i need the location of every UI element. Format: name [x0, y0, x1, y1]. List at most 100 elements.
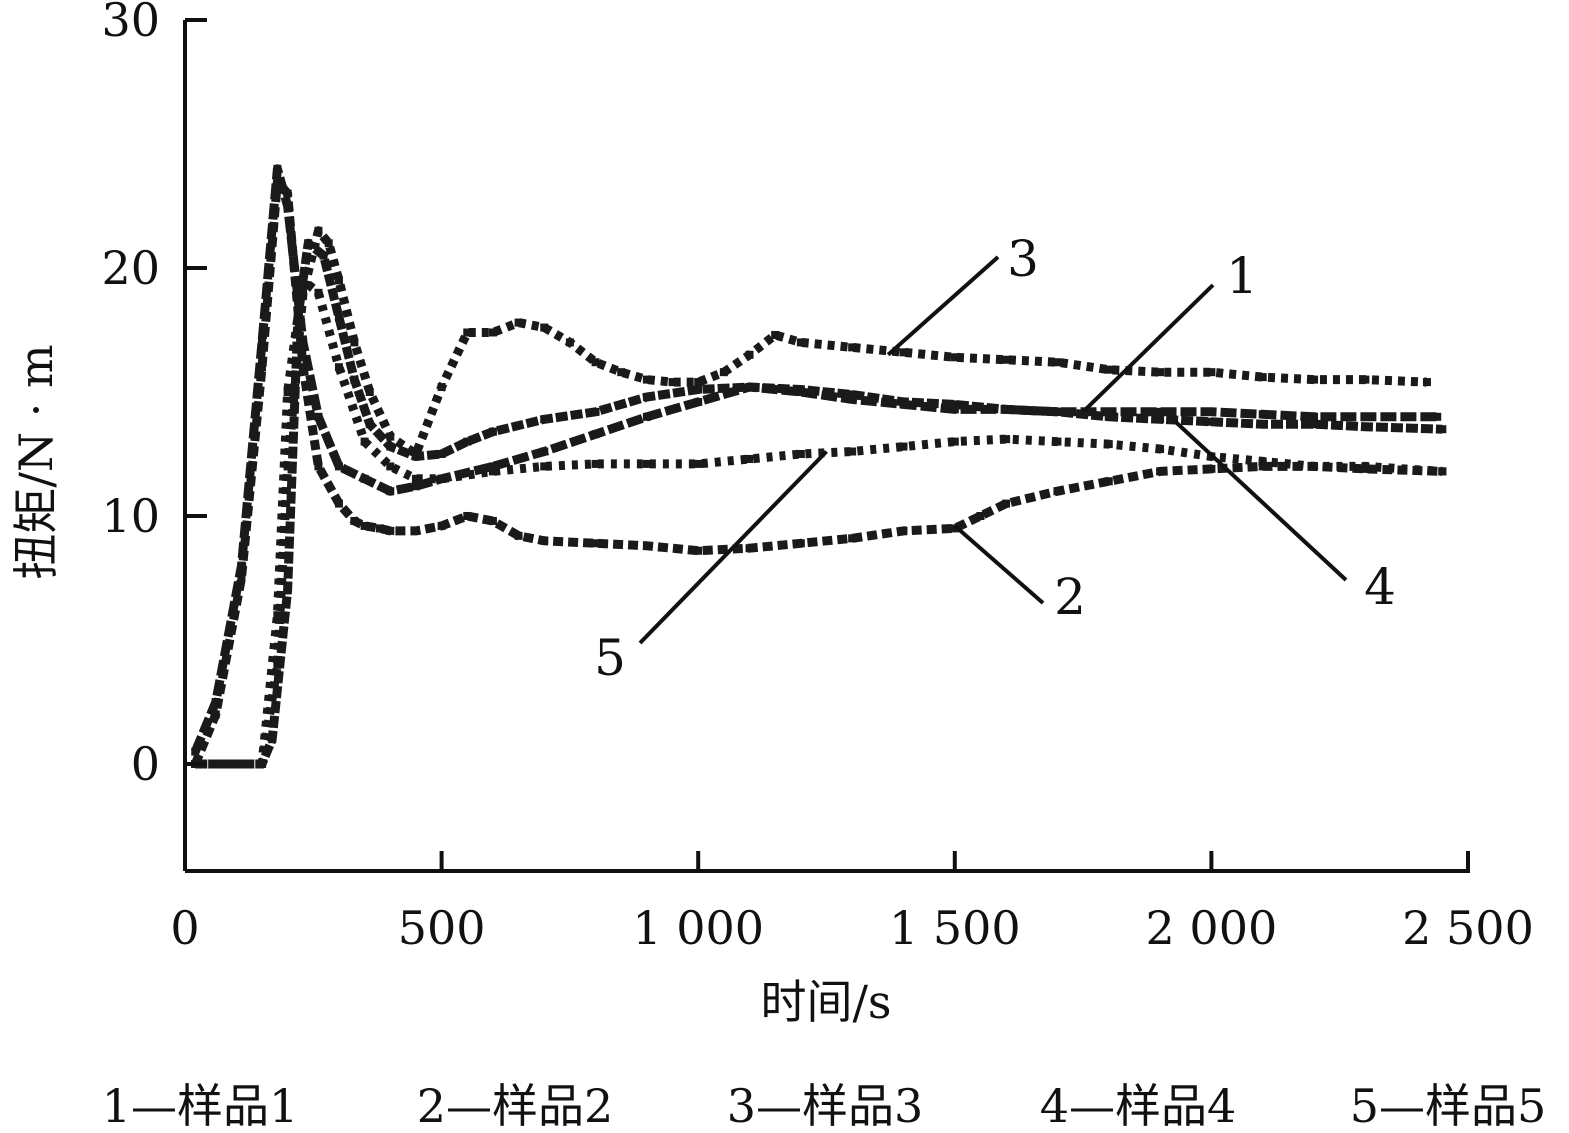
series-2-point-20	[642, 541, 651, 550]
series-1-point-9	[360, 474, 369, 483]
series-4-point-31	[1310, 420, 1319, 429]
x-tick-label-1: 500	[398, 901, 486, 955]
series-5-point-22	[1002, 435, 1011, 444]
series-3-point-9	[350, 338, 359, 347]
series-1-point-29	[1310, 412, 1319, 421]
series-3-point-29	[899, 348, 908, 357]
series-4-point-19	[694, 385, 703, 394]
series-2-point-7	[314, 462, 323, 471]
series-1-point-26	[1156, 407, 1165, 416]
series-4-point-22	[848, 390, 857, 399]
x-tick-label-2: 1 000	[632, 901, 764, 955]
y-tick-label-1: 10	[101, 489, 160, 543]
series-2-point-15	[463, 512, 472, 520]
series-2-point-29	[1053, 487, 1062, 496]
series-2-point-13	[411, 526, 420, 535]
series-5-point-18	[796, 450, 805, 458]
callout-line-2	[953, 524, 1045, 605]
series-5-point-23	[1053, 437, 1062, 446]
series-4	[191, 238, 1447, 769]
series-5-point-16	[694, 459, 703, 468]
series-3-point-26	[771, 330, 780, 339]
series-3-point-18	[565, 338, 574, 347]
series-5-point-30	[1438, 467, 1447, 476]
legend-item-3: 3—样品3	[727, 1079, 924, 1133]
series-line-4	[195, 238, 1443, 769]
y-tick-label-0: 0	[131, 737, 160, 791]
x-tick-label-0: 0	[170, 901, 199, 955]
series-1-point-16	[642, 412, 651, 421]
series-2-point-22	[745, 544, 754, 553]
callout-label-4: 4	[1364, 558, 1396, 616]
series-3-point-14	[463, 328, 472, 337]
series-4-point-7	[319, 251, 328, 260]
series-5-point-9	[386, 462, 395, 471]
y-tick-label-2: 20	[101, 241, 160, 295]
legend-item-4: 4—样品4	[1040, 1079, 1237, 1133]
series-2-point-32	[1207, 464, 1216, 473]
series-4-point-6	[304, 239, 313, 248]
series-4-point-11	[386, 442, 395, 451]
series-2-point-14	[437, 521, 446, 530]
callout-label-5: 5	[594, 629, 626, 687]
series-4-point-15	[488, 427, 497, 436]
series-line-5	[195, 275, 1443, 769]
series-2-point-1	[211, 710, 220, 719]
series-3-point-8	[334, 276, 343, 285]
series-4-point-4	[283, 586, 292, 595]
legend-item-1: 1—样品1	[102, 1079, 299, 1133]
series-2-point-33	[1258, 462, 1267, 471]
series-1-point-8	[334, 462, 343, 471]
series-2-point-19	[591, 539, 600, 548]
series-4-point-32	[1361, 422, 1370, 431]
series-5-point-21	[950, 437, 959, 446]
y-tick-label-3: 30	[101, 0, 160, 47]
series-4-point-9	[350, 375, 359, 384]
series-4-point-12	[411, 452, 420, 461]
series-1-point-15	[591, 430, 600, 439]
axes-layer	[183, 20, 1470, 873]
series-1-point-28	[1258, 410, 1267, 419]
series-5-point-2	[257, 760, 266, 768]
x-axis-label: 时间/s	[760, 975, 891, 1029]
series-2-point-17	[514, 531, 523, 540]
series-4-point-28	[1156, 415, 1165, 424]
series-5-point-28	[1310, 462, 1319, 471]
series-5-point-1	[232, 760, 241, 768]
series-1-point-10	[386, 487, 395, 496]
series-2-point-2	[237, 574, 246, 582]
series-2-point-9	[350, 516, 359, 525]
series-2-point-21	[694, 546, 703, 555]
series-2-point-30	[1104, 477, 1113, 486]
series-3-point-22	[668, 378, 677, 387]
series-5	[191, 275, 1447, 769]
series-3-point-23	[694, 378, 703, 387]
series-2-point-31	[1156, 467, 1165, 476]
series-5-point-19	[848, 447, 857, 456]
series-3-point-24	[719, 368, 728, 377]
callout-line-1	[1081, 283, 1215, 414]
series-4-point-5	[293, 313, 302, 322]
series-4-point-13	[437, 450, 446, 458]
series-5-point-27	[1258, 457, 1267, 466]
series-2	[191, 176, 1447, 768]
series-line-3	[195, 226, 1428, 769]
series-5-point-17	[745, 454, 754, 463]
series-2-point-11	[376, 524, 385, 533]
series-3-point-17	[540, 323, 549, 332]
series-1-point-30	[1361, 412, 1370, 421]
legend-item-5: 5—样品5	[1350, 1079, 1547, 1133]
series-3-point-39	[1422, 378, 1431, 387]
series-5-point-5	[299, 276, 308, 285]
series-4-point-14	[463, 437, 472, 446]
series-2-point-27	[976, 512, 985, 520]
series-5-point-4	[283, 388, 292, 396]
series-5-point-8	[360, 437, 369, 446]
series-4-point-21	[796, 385, 805, 394]
series-1-point-0	[191, 747, 200, 756]
x-tick-label-3: 1 500	[889, 901, 1021, 955]
series-1-point-13	[488, 462, 497, 471]
series-1-point-31	[1433, 412, 1442, 421]
